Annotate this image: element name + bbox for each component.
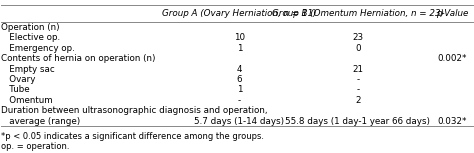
Text: average (range): average (range) (1, 117, 81, 125)
Text: op. = operation.: op. = operation. (1, 142, 70, 151)
Text: 1: 1 (237, 44, 242, 53)
Text: Contents of hernia on operation (n): Contents of hernia on operation (n) (1, 54, 156, 63)
Text: *p < 0.05 indicates a significant difference among the groups.: *p < 0.05 indicates a significant differ… (1, 132, 264, 141)
Text: Duration between ultrasonographic diagnosis and operation,: Duration between ultrasonographic diagno… (1, 106, 268, 115)
Text: Group A (Ovary Herniation, n = 11): Group A (Ovary Herniation, n = 11) (162, 9, 317, 18)
Text: Group B (Omentum Herniation, n = 23): Group B (Omentum Herniation, n = 23) (272, 9, 444, 18)
Text: Emergency op.: Emergency op. (1, 44, 75, 53)
Text: 1: 1 (237, 85, 242, 94)
Text: 5.7 days (1-14 days): 5.7 days (1-14 days) (194, 117, 284, 125)
Text: 2: 2 (355, 96, 361, 105)
Text: Omentum: Omentum (1, 96, 53, 105)
Text: Operation (n): Operation (n) (1, 23, 60, 32)
Text: Elective op.: Elective op. (1, 33, 61, 42)
Text: Empty sac: Empty sac (1, 65, 55, 73)
Text: Tube: Tube (1, 85, 30, 94)
Text: 23: 23 (352, 33, 364, 42)
Text: -: - (356, 75, 359, 84)
Text: -: - (356, 85, 359, 94)
Text: 6: 6 (237, 75, 242, 84)
Text: Ovary: Ovary (1, 75, 36, 84)
Text: 4: 4 (237, 65, 242, 73)
Text: 0.002*: 0.002* (437, 54, 466, 63)
Text: -: - (238, 96, 241, 105)
Text: 10: 10 (234, 33, 245, 42)
Text: 21: 21 (352, 65, 364, 73)
Text: p-Value: p-Value (436, 9, 468, 18)
Text: 0.032*: 0.032* (437, 117, 466, 125)
Text: 55.8 days (1 day-1 year 66 days): 55.8 days (1 day-1 year 66 days) (285, 117, 430, 125)
Text: 0: 0 (355, 44, 361, 53)
